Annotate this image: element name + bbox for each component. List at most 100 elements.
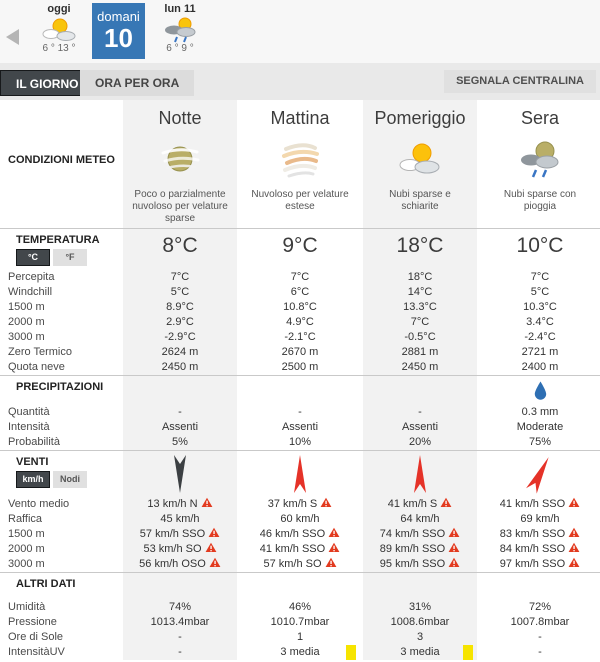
value-cell: - [360,405,480,420]
drop-icon [534,381,547,403]
weather-cell [480,134,600,189]
value-cell: - [480,630,600,645]
value-cell: 10% [240,435,360,450]
previous-day-arrow[interactable] [6,29,19,45]
section-title-area: VENTI km/h Nodi [0,451,120,497]
row-label: Percepita [8,271,55,283]
value-cell: 95 km/h SSO [360,557,480,572]
value-cell: -0.5°C [360,330,480,345]
section-head-cell [360,451,480,497]
value-cell: -2.4°C [480,330,600,345]
section-head-cell [120,376,240,405]
conditions-section-label: CONDIZIONI METEO [8,154,115,166]
row-label: Quota neve [8,361,65,373]
cell-value: 13.3°C [403,301,437,313]
cell-value: 84 km/h SSO [499,543,566,555]
value-cell: 72% [480,600,600,615]
value-cell: 2881 m [360,345,480,360]
data-row-windchill: Windchill 5°C 6°C 14°C 5°C [0,285,600,300]
value-cell: 7°C [120,270,240,285]
cell-value: 46% [288,601,312,613]
unit-km-h-button[interactable]: km/h [16,471,50,488]
value-cell: 89 km/h SSO [360,542,480,557]
row-label: Probabilità [8,436,60,448]
row-label: 3000 m [8,331,45,343]
uv-level-marker [463,645,473,660]
sun-clouds-icon [42,18,76,41]
section-head-cell: 9°C [282,234,318,257]
segnala-centralina-button[interactable]: SEGNALA CENTRALINA [444,70,596,93]
weather-cell [240,134,360,189]
cell-value: -2.1°C [284,331,316,343]
section-altri-dati: ALTRI DATI Umidità 74% 46% 31% 72% Pressione 10… [0,572,600,660]
cell-value: 2500 m [281,361,319,373]
value-cell: 2400 m [480,360,600,375]
section-header-altri-dati: ALTRI DATI [0,573,600,600]
value-cell: 3 [360,630,480,645]
value-cell: 6°C [240,285,360,300]
day-lun-11[interactable]: lun 11 6 ° 9 ° [151,3,209,55]
cell-value: 2.9°C [166,316,194,328]
cell-value: 2881 m [401,346,439,358]
value-cell: 3.4°C [480,315,600,330]
wind-direction-arrow-s [363,454,477,494]
data-row-percepita: Percepita 7°C 7°C 18°C 7°C [0,270,600,285]
tab-ora-per-ora[interactable]: ORA PER ORA [80,70,195,96]
value-cell: 14°C [360,285,480,300]
value-cell: -2.9°C [120,330,240,345]
wind-direction-arrow-s [240,454,360,494]
unit-nodi-button[interactable]: Nodi [53,471,87,488]
cell-value: 2400 m [521,361,559,373]
value-cell: 53 km/h SO [120,542,240,557]
moon-rain-icon [517,140,563,183]
cell-value: -0.5°C [404,331,436,343]
cell-value: 69 km/h [520,513,560,525]
conditions-descriptions-row: Poco o parzialmente nuvoloso per velatur… [0,189,600,228]
warning-icon [565,557,580,570]
section-head-cell [480,573,600,600]
cell-value: 5°C [170,286,190,298]
section-head-cell [240,573,360,600]
value-cell: 5°C [480,285,600,300]
cell-value: 64 km/h [400,513,440,525]
cell-value: 31% [408,601,432,613]
value-cell: 2624 m [120,345,240,360]
value-cell: 2450 m [360,360,480,375]
day-temps: 6 ° 9 ° [166,43,194,54]
cell-value: 5% [172,436,188,448]
value-cell: Assenti [240,420,360,435]
data-row-pressione: Pressione 1013.4mbar 1010.7mbar 1008.6mbar 1… [0,615,600,630]
data-row-vento-medio: Vento medio 13 km/h N 37 km/h S 41 km/h S 41… [0,497,600,512]
value-cell: 74% [120,600,240,615]
cell-value: 41 km/h S [387,498,438,510]
cell-value: 0.3 mm [521,406,559,418]
day-domani-selected[interactable]: domani 10 [92,3,145,59]
cell-value: 3.4°C [526,316,554,328]
cell-value: 1 [296,631,304,643]
value-cell: 10.3°C [480,300,600,315]
section-precipitazioni: PRECIPITAZIONI Quantità - - - 0.3 mm Intensità… [0,375,600,450]
value-cell: - [480,645,600,660]
column-headers-row: Notte Mattina Pomeriggio Sera [0,100,600,134]
value-cell: 2450 m [120,360,240,375]
value-cell: 1007.8mbar [480,615,600,630]
row-label: Umidità [8,601,46,613]
value-cell: 7°C [480,270,600,285]
warning-icon [198,497,213,510]
unit-f-button[interactable]: °F [53,249,87,266]
cell-value: 72% [528,601,552,613]
row-label: Vento medio [8,498,70,510]
value-cell: 3 media [360,645,480,660]
day-navigation: oggi 6 ° 13 ° domani 10 lun 11 6 ° 9 ° [0,0,600,63]
section-head-cell: 18°C [360,229,480,270]
value-cell: 56 km/h OSO [120,557,240,572]
cell-value: 6°C [290,286,310,298]
value-cell: 37 km/h S [240,497,360,512]
unit-c-button[interactable]: °C [16,249,50,266]
value-cell: 1010.7mbar [240,615,360,630]
cell-value: - [538,631,542,643]
data-row-intensit-uv: IntensitàUV - 3 media 3 media - [0,645,600,660]
section-title: ALTRI DATI [16,578,76,590]
value-cell: 7°C [240,270,360,285]
day-oggi[interactable]: oggi 6 ° 13 ° [30,3,88,55]
